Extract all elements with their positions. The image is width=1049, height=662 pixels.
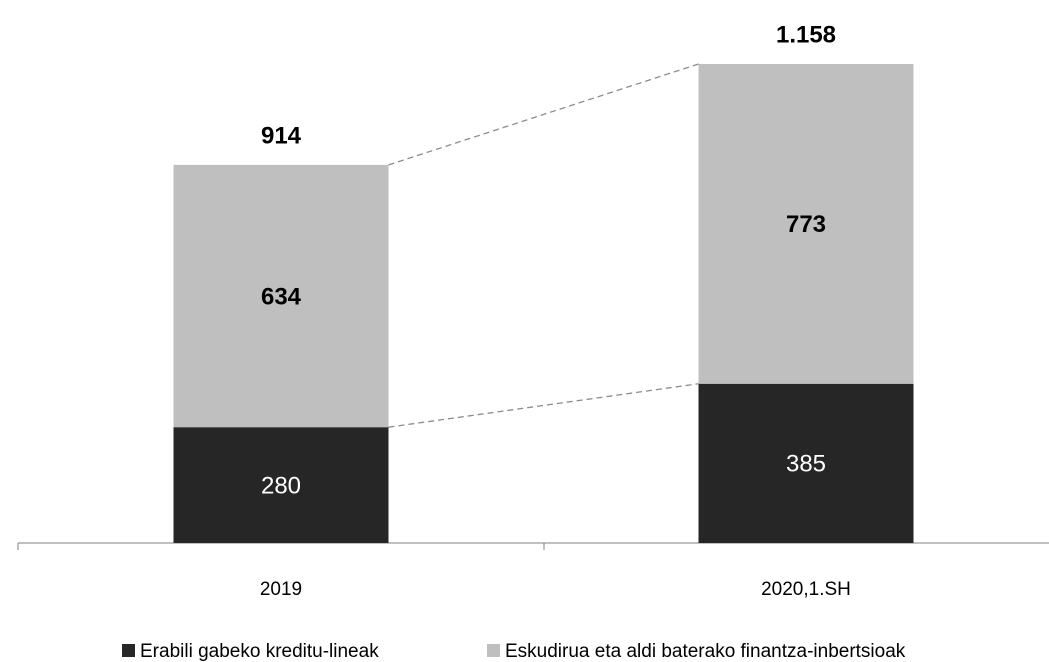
- bar-segment: [698, 383, 914, 543]
- legend-label: Erabili gabeko kreditu-lineak: [140, 641, 379, 662]
- connector: [388, 383, 699, 428]
- x-tick-label: 2020,1.SH: [761, 579, 851, 600]
- value-label: 280: [261, 472, 301, 499]
- bar-segment: [698, 64, 914, 384]
- total-label: 914: [261, 122, 302, 149]
- legend-label: Eskudirua eta aldi baterako finantza-inb…: [505, 641, 906, 662]
- bar-segment: [173, 164, 389, 428]
- x-tick-label: 2019: [260, 579, 302, 600]
- value-label: 773: [786, 211, 826, 238]
- value-label: 385: [786, 451, 826, 478]
- value-label: 634: [261, 283, 302, 310]
- total-label: 1.158: [776, 21, 836, 48]
- legend-swatch: [487, 644, 500, 657]
- connector: [388, 63, 699, 166]
- bar-segment: [173, 427, 389, 543]
- legend-swatch: [122, 644, 135, 657]
